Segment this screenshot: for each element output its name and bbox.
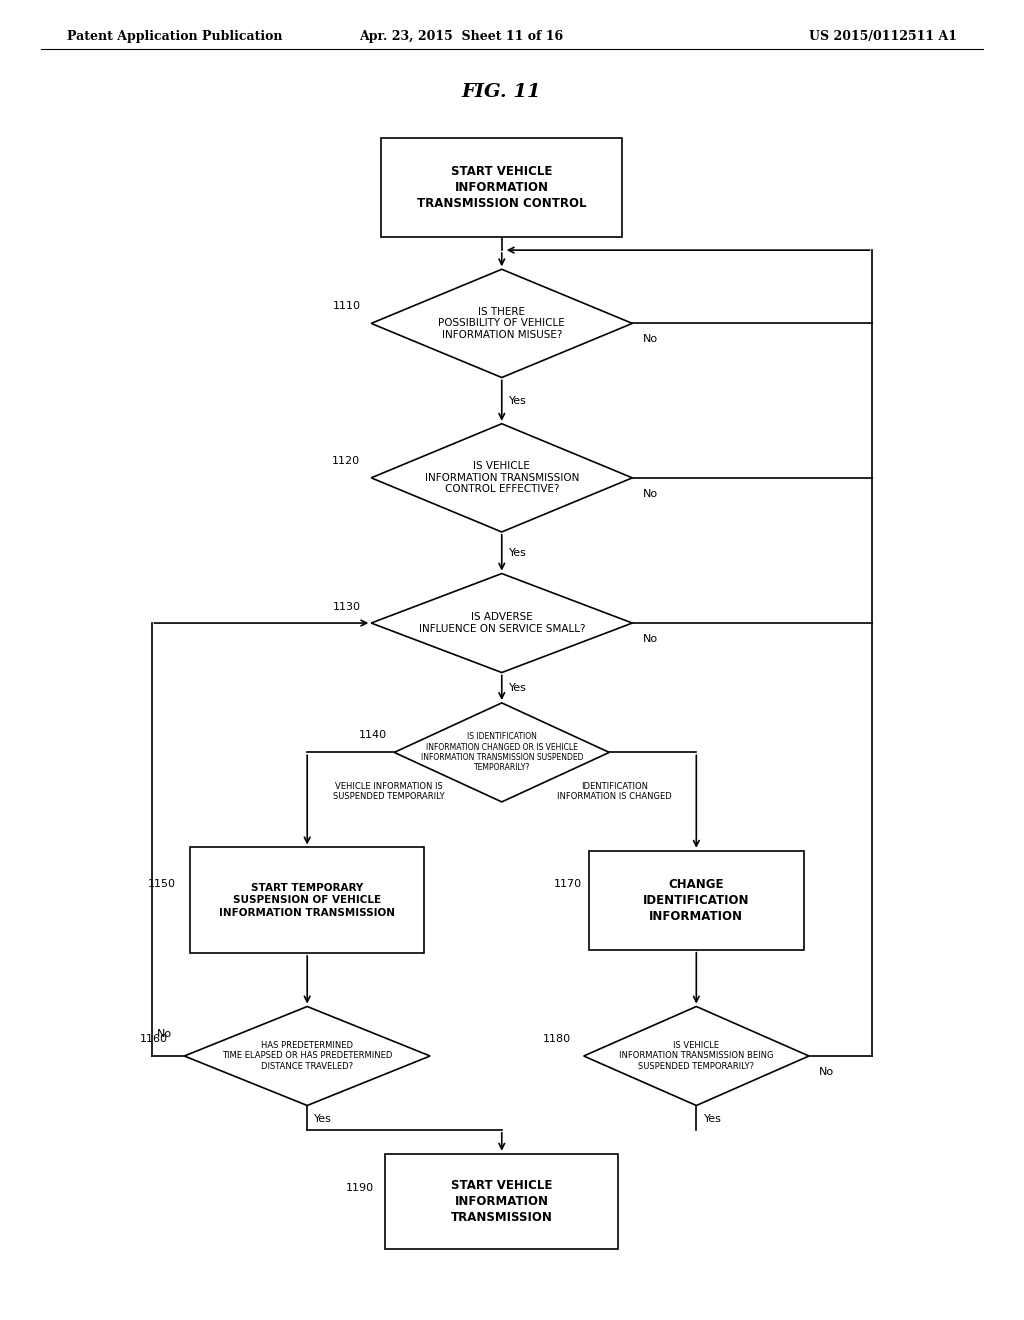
Text: IS VEHICLE
INFORMATION TRANSMISSION BEING
SUSPENDED TEMPORARILY?: IS VEHICLE INFORMATION TRANSMISSION BEIN… — [620, 1041, 773, 1071]
Text: No: No — [643, 488, 657, 499]
Polygon shape — [371, 269, 632, 378]
Polygon shape — [584, 1006, 809, 1106]
Text: Yes: Yes — [703, 1114, 721, 1123]
Text: IS ADVERSE
INFLUENCE ON SERVICE SMALL?: IS ADVERSE INFLUENCE ON SERVICE SMALL? — [419, 612, 585, 634]
Text: HAS PREDETERMINED
TIME ELAPSED OR HAS PREDETERMINED
DISTANCE TRAVELED?: HAS PREDETERMINED TIME ELAPSED OR HAS PR… — [222, 1041, 392, 1071]
Text: 1120: 1120 — [333, 455, 360, 466]
Bar — [589, 850, 804, 950]
Bar — [190, 847, 424, 953]
Text: No: No — [643, 334, 657, 345]
Text: Yes: Yes — [509, 682, 526, 693]
Polygon shape — [371, 424, 632, 532]
Text: Yes: Yes — [509, 548, 526, 558]
Text: Patent Application Publication: Patent Application Publication — [67, 30, 282, 44]
Text: START VEHICLE
INFORMATION
TRANSMISSION: START VEHICLE INFORMATION TRANSMISSION — [451, 1179, 553, 1224]
Text: No: No — [157, 1028, 172, 1039]
Text: Yes: Yes — [509, 396, 526, 405]
Text: Apr. 23, 2015  Sheet 11 of 16: Apr. 23, 2015 Sheet 11 of 16 — [358, 30, 563, 44]
Text: 1140: 1140 — [359, 730, 387, 741]
Polygon shape — [394, 704, 609, 801]
Text: IDENTIFICATION
INFORMATION IS CHANGED: IDENTIFICATION INFORMATION IS CHANGED — [557, 781, 672, 801]
Text: No: No — [643, 634, 657, 644]
Polygon shape — [371, 573, 632, 672]
Text: IS IDENTIFICATION
INFORMATION CHANGED OR IS VEHICLE
INFORMATION TRANSMISSION SUS: IS IDENTIFICATION INFORMATION CHANGED OR… — [421, 733, 583, 772]
Text: FIG. 11: FIG. 11 — [462, 83, 542, 102]
Bar — [385, 1154, 618, 1249]
Text: IS THERE
POSSIBILITY OF VEHICLE
INFORMATION MISUSE?: IS THERE POSSIBILITY OF VEHICLE INFORMAT… — [438, 306, 565, 341]
Text: 1190: 1190 — [346, 1183, 374, 1193]
Text: CHANGE
IDENTIFICATION
INFORMATION: CHANGE IDENTIFICATION INFORMATION — [643, 878, 750, 923]
Text: VEHICLE INFORMATION IS
SUSPENDED TEMPORARILY: VEHICLE INFORMATION IS SUSPENDED TEMPORA… — [333, 781, 445, 801]
Text: START VEHICLE
INFORMATION
TRANSMISSION CONTROL: START VEHICLE INFORMATION TRANSMISSION C… — [417, 165, 587, 210]
Text: IS VEHICLE
INFORMATION TRANSMISSION
CONTROL EFFECTIVE?: IS VEHICLE INFORMATION TRANSMISSION CONT… — [425, 461, 579, 495]
Text: 1180: 1180 — [544, 1034, 571, 1044]
Text: US 2015/0112511 A1: US 2015/0112511 A1 — [809, 30, 957, 44]
Text: 1150: 1150 — [148, 879, 176, 890]
Text: Yes: Yes — [314, 1114, 332, 1123]
Text: No: No — [819, 1067, 835, 1077]
Text: 1130: 1130 — [333, 602, 360, 612]
Text: 1110: 1110 — [333, 301, 360, 312]
Bar — [381, 139, 622, 238]
Text: START TEMPORARY
SUSPENSION OF VEHICLE
INFORMATION TRANSMISSION: START TEMPORARY SUSPENSION OF VEHICLE IN… — [219, 883, 395, 917]
Polygon shape — [184, 1006, 430, 1106]
Text: 1160: 1160 — [140, 1034, 168, 1044]
Text: 1170: 1170 — [554, 879, 582, 890]
